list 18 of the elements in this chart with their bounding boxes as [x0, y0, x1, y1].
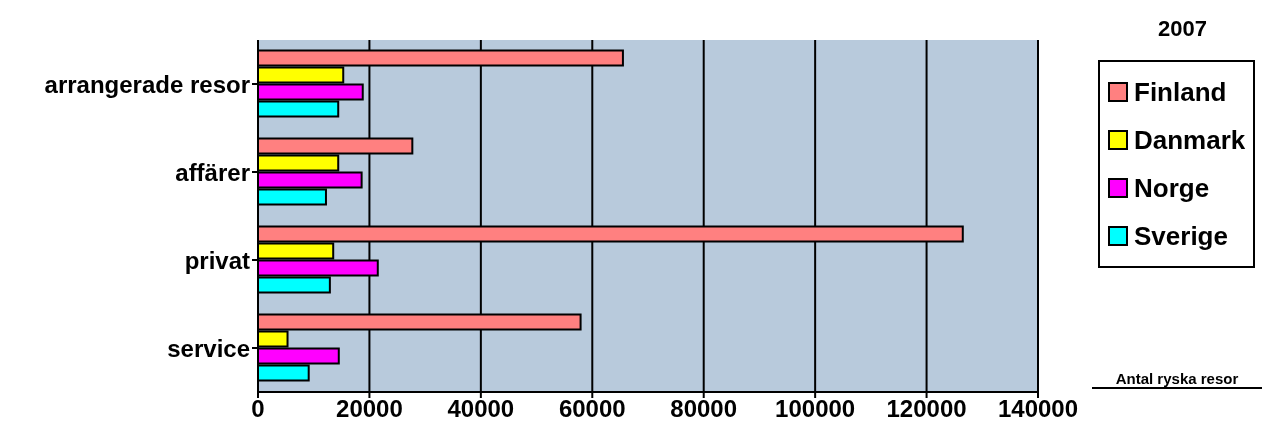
legend-label: Sverige [1133, 219, 1229, 253]
x-tick-label: 0 [251, 395, 265, 423]
x-tick-label: 20000 [336, 395, 403, 423]
text: 2007 [1158, 16, 1207, 42]
legend-label: Finland [1133, 75, 1228, 109]
x-tick-label: 80000 [670, 395, 738, 423]
x-tick-label: 100000 [775, 395, 856, 423]
y-tick-label: affärer [175, 158, 250, 186]
x-tick-label: 140000 [997, 395, 1079, 423]
legend-label: Danmark [1133, 123, 1246, 157]
y-tick-label: arrangerade resor [44, 70, 250, 98]
x-tick-label: 60000 [558, 395, 626, 423]
y-tick-label: service [167, 334, 250, 362]
legend-label: Norge [1133, 171, 1211, 205]
x-tick-label: 120000 [886, 395, 967, 423]
x-tick-label: 40000 [447, 395, 515, 423]
text: Antal ryska resor [1092, 370, 1262, 389]
y-tick-label: privat [184, 246, 250, 274]
